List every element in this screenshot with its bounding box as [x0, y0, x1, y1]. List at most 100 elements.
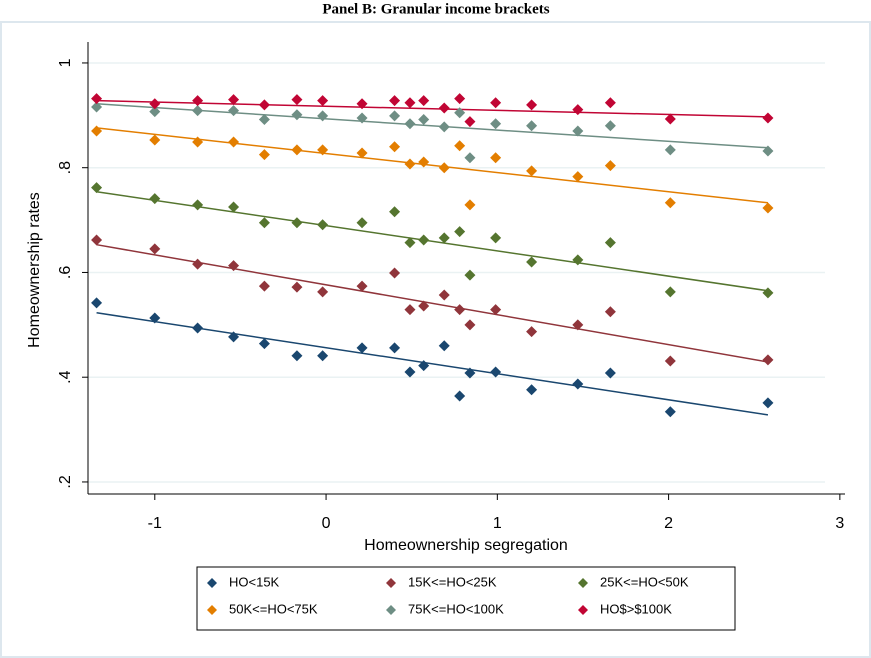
point: [291, 144, 303, 156]
legend-marker: [207, 605, 217, 615]
point: [356, 280, 368, 292]
point: [762, 112, 774, 124]
point: [490, 152, 502, 164]
legend-label: 25K<=HO<50K: [600, 574, 689, 589]
fit-line: [96, 243, 769, 363]
point: [490, 232, 502, 244]
point: [664, 406, 676, 418]
point: [228, 260, 240, 272]
point: [291, 350, 303, 362]
point: [526, 326, 538, 338]
point: [438, 102, 450, 114]
point: [526, 384, 538, 396]
point: [454, 390, 466, 402]
point: [526, 99, 538, 111]
point: [389, 110, 401, 122]
point: [454, 226, 466, 238]
x-tick-label: 0: [322, 515, 331, 532]
point: [404, 237, 416, 249]
point: [762, 202, 774, 214]
point: [149, 193, 161, 205]
y-axis-title: Homeownership rates: [26, 192, 43, 348]
point: [664, 113, 676, 125]
point: [418, 114, 430, 126]
point: [317, 95, 329, 107]
point: [572, 171, 584, 183]
fit-line: [96, 99, 768, 118]
point: [572, 319, 584, 331]
point: [258, 99, 270, 111]
point: [228, 136, 240, 148]
point: [526, 120, 538, 132]
legend-marker: [578, 605, 588, 615]
point: [464, 269, 476, 281]
point: [572, 104, 584, 116]
point: [291, 94, 303, 106]
legend-marker: [386, 605, 396, 615]
point: [317, 350, 329, 362]
point: [389, 95, 401, 107]
x-tick-label: 1: [493, 515, 502, 532]
point: [454, 93, 466, 105]
point: [464, 116, 476, 128]
point: [258, 149, 270, 161]
chart-title: Panel B: Granular income brackets: [322, 1, 549, 17]
point: [572, 125, 584, 137]
point: [438, 232, 450, 244]
point: [664, 197, 676, 209]
point: [317, 219, 329, 231]
point: [762, 145, 774, 157]
point: [317, 110, 329, 122]
fit-line: [96, 191, 769, 292]
point: [404, 366, 416, 378]
point: [604, 97, 616, 109]
point: [228, 105, 240, 117]
point: [258, 217, 270, 229]
point: [356, 217, 368, 229]
point: [604, 237, 616, 249]
point: [454, 140, 466, 152]
point: [192, 105, 204, 117]
x-tick-label: 2: [664, 515, 673, 532]
point: [418, 234, 430, 246]
legend-marker: [207, 578, 217, 588]
point: [192, 136, 204, 148]
y-tick-label: .6: [57, 266, 74, 279]
point: [464, 152, 476, 164]
point: [490, 118, 502, 130]
point: [762, 287, 774, 299]
point: [192, 322, 204, 334]
point: [91, 182, 103, 194]
point: [91, 125, 103, 137]
legend-label: 75K<=HO<100K: [408, 601, 504, 616]
point: [490, 97, 502, 109]
point: [404, 304, 416, 316]
x-tick-label: -1: [148, 515, 162, 532]
legend-label: 50K<=HO<75K: [229, 601, 318, 616]
point: [604, 160, 616, 172]
point: [258, 114, 270, 126]
legend-marker: [386, 578, 396, 588]
point: [490, 304, 502, 316]
point: [572, 378, 584, 390]
point: [91, 93, 103, 105]
x-axis-title: Homeownership segregation: [364, 537, 568, 554]
point: [228, 201, 240, 213]
point: [317, 286, 329, 298]
point: [418, 95, 430, 107]
point: [664, 144, 676, 156]
y-tick-label: .4: [57, 370, 74, 383]
point: [91, 101, 103, 113]
point: [464, 367, 476, 379]
point: [356, 147, 368, 159]
legend-marker: [578, 578, 588, 588]
x-tick-label: 3: [835, 515, 844, 532]
point: [438, 340, 450, 352]
point: [526, 256, 538, 268]
point: [228, 94, 240, 106]
point: [604, 120, 616, 132]
point: [664, 355, 676, 367]
legend-label: 15K<=HO<25K: [408, 574, 497, 589]
point: [572, 254, 584, 266]
point: [604, 306, 616, 318]
